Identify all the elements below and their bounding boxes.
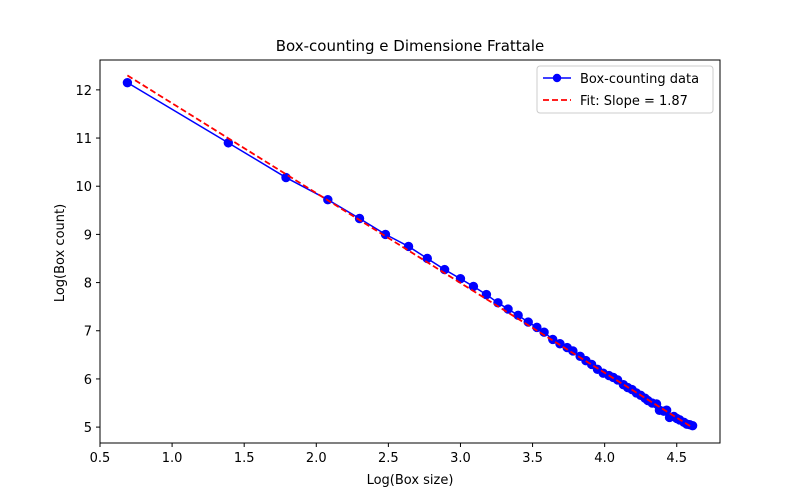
- x-tick-label: 2.5: [378, 451, 399, 466]
- y-tick-label: 10: [75, 180, 92, 195]
- fit-line: [126, 74, 694, 429]
- y-tick-label: 5: [84, 421, 92, 436]
- chart-title: Box-counting e Dimensione Frattale: [276, 37, 545, 55]
- legend-marker-data: [552, 73, 562, 83]
- data-point: [122, 77, 133, 88]
- data-point: [568, 346, 578, 356]
- plot-area: 0.5 1.0 1.5 2.0 2.5 3.0 3.5 4.0 4.5 5 6 7 8 9 10 11 12: [75, 59, 721, 466]
- data-point: [503, 304, 513, 314]
- y-tick-label: 9: [84, 228, 92, 243]
- data-point: [468, 281, 479, 292]
- x-axis-title: Log(Box size): [367, 473, 454, 488]
- x-tick-label: 0.5: [90, 451, 111, 466]
- data-point: [481, 289, 492, 300]
- y-tick-label: 6: [84, 373, 92, 388]
- axes-frame: [99, 59, 721, 444]
- y-axis-title: Log(Box count): [53, 204, 68, 302]
- legend: Box-counting data Fit: Slope = 1.87: [536, 65, 714, 114]
- x-tick-label: 3.5: [522, 451, 543, 466]
- legend-label-data: Box-counting data: [580, 72, 699, 87]
- x-tick-label: 1.5: [234, 451, 255, 466]
- x-tick-label: 4.0: [594, 451, 615, 466]
- legend-box: [536, 65, 714, 114]
- x-tick-label: 1.0: [162, 451, 183, 466]
- y-tick-label: 12: [75, 84, 92, 99]
- x-tick-label: 2.0: [306, 451, 327, 466]
- x-tick-label: 4.5: [666, 451, 687, 466]
- y-tick-label: 8: [84, 277, 92, 292]
- legend-label-fit: Fit: Slope = 1.87: [580, 94, 688, 109]
- data-point: [281, 172, 291, 183]
- data-point: [555, 339, 565, 349]
- y-tick-label: 7: [84, 325, 92, 340]
- y-tick-label: 11: [75, 132, 92, 147]
- x-tick-label: 3.0: [450, 451, 471, 466]
